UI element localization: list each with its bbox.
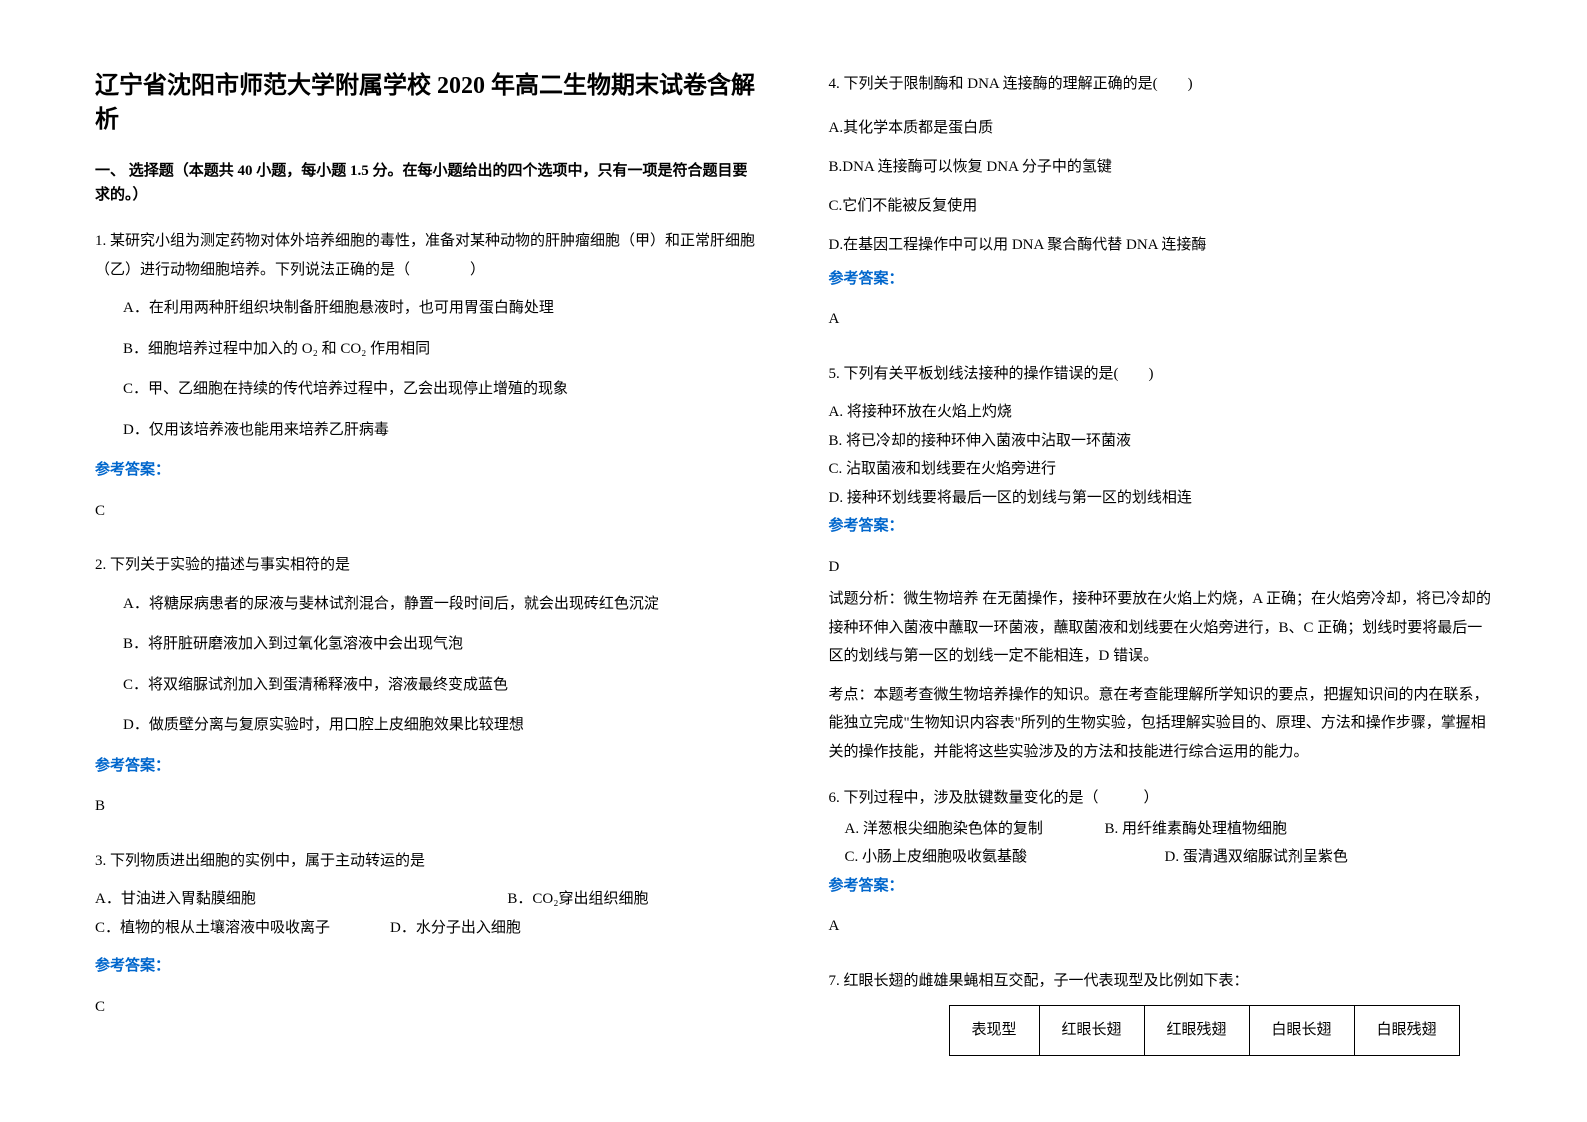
q4-answer-label: 参考答案： bbox=[829, 265, 1493, 294]
table-header-4: 白眼残翅 bbox=[1354, 1006, 1459, 1056]
q2-answer-label: 参考答案： bbox=[95, 752, 759, 781]
q5-option-c: C. 沾取菌液和划线要在火焰旁进行 bbox=[829, 455, 1493, 484]
q7-table: 表现型 红眼长翅 红眼残翅 白眼长翅 白眼残翅 bbox=[949, 1005, 1460, 1056]
q4-stem: 4. 下列关于限制酶和 DNA 连接酶的理解正确的是( ) bbox=[829, 70, 1493, 99]
q3-option-d: D．水分子出入细胞 bbox=[390, 914, 521, 943]
q3-stem: 3. 下列物质进出细胞的实例中，属于主动转运的是 bbox=[95, 847, 759, 876]
q4-option-d: D.在基因工程操作中可以用 DNA 聚合酶代替 DNA 连接酶 bbox=[829, 226, 1493, 265]
q3-option-b: B．CO₂穿出组织细胞 bbox=[507, 885, 648, 914]
question-3: 3. 下列物质进出细胞的实例中，属于主动转运的是 A．甘油进入胃黏膜细胞 B．C… bbox=[95, 847, 759, 1040]
q2-option-d: D．做质壁分离与复原实验时，用口腔上皮细胞效果比较理想 bbox=[123, 711, 759, 740]
q4-answer: A bbox=[829, 305, 1493, 334]
q3-option-a: A．甘油进入胃黏膜细胞 bbox=[95, 885, 256, 914]
q1-stem: 1. 某研究小组为测定药物对体外培养细胞的毒性，准备对某种动物的肝肿瘤细胞（甲）… bbox=[95, 227, 759, 284]
q6-options: A. 洋葱根尖细胞染色体的复制 B. 用纤维素酶处理植物细胞 C. 小肠上皮细胞… bbox=[829, 815, 1493, 872]
q5-analysis-2: 考点：本题考查微生物培养操作的知识。意在考查能理解所学知识的要点，把握知识间的内… bbox=[829, 681, 1493, 767]
q1-option-c: C．甲、乙细胞在持续的传代培养过程中，乙会出现停止增殖的现象 bbox=[123, 375, 759, 404]
q5-analysis-1: 试题分析：微生物培养 在无菌操作，接种环要放在火焰上灼烧，A 正确；在火焰旁冷却… bbox=[829, 585, 1493, 671]
q3-option-c: C．植物的根从土壤溶液中吸收离子 bbox=[95, 914, 330, 943]
question-2: 2. 下列关于实验的描述与事实相符的是 A．将糖尿病患者的尿液与斐林试剂混合，静… bbox=[95, 551, 759, 839]
q2-option-c: C．将双缩脲试剂加入到蛋清稀释液中，溶液最终变成蓝色 bbox=[123, 671, 759, 700]
q1-option-d: D．仅用该培养液也能用来培养乙肝病毒 bbox=[123, 416, 759, 445]
q6-option-c: C. 小肠上皮细胞吸收氨基酸 bbox=[845, 843, 1105, 872]
q4-option-c: C.它们不能被反复使用 bbox=[829, 187, 1493, 226]
q2-stem: 2. 下列关于实验的描述与事实相符的是 bbox=[95, 551, 759, 580]
q6-answer: A bbox=[829, 912, 1493, 941]
q6-option-a: A. 洋葱根尖细胞染色体的复制 bbox=[845, 815, 1105, 844]
q3-answer-label: 参考答案： bbox=[95, 952, 759, 981]
q3-options: A．甘油进入胃黏膜细胞 B．CO₂穿出组织细胞 C．植物的根从土壤溶液中吸收离子… bbox=[95, 885, 759, 942]
q6-answer-label: 参考答案： bbox=[829, 872, 1493, 901]
q7-stem: 7. 红眼长翅的雌雄果蝇相互交配，子一代表现型及比例如下表： bbox=[829, 967, 1493, 996]
q6-option-b: B. 用纤维素酶处理植物细胞 bbox=[1105, 815, 1288, 844]
q2-answer: B bbox=[95, 792, 759, 821]
q5-answer-label: 参考答案： bbox=[829, 512, 1493, 541]
q5-option-b: B. 将已冷却的接种环伸入菌液中沾取一环菌液 bbox=[829, 427, 1493, 456]
q5-option-a: A. 将接种环放在火焰上灼烧 bbox=[829, 398, 1493, 427]
q5-option-d: D. 接种环划线要将最后一区的划线与第一区的划线相连 bbox=[829, 484, 1493, 513]
q4-option-b: B.DNA 连接酶可以恢复 DNA 分子中的氢键 bbox=[829, 148, 1493, 187]
table-header-1: 红眼长翅 bbox=[1039, 1006, 1144, 1056]
question-5: 5. 下列有关平板划线法接种的操作错误的是( ) A. 将接种环放在火焰上灼烧 … bbox=[829, 360, 1493, 777]
q5-options: A. 将接种环放在火焰上灼烧 B. 将已冷却的接种环伸入菌液中沾取一环菌液 C.… bbox=[829, 398, 1493, 512]
q1-answer-label: 参考答案： bbox=[95, 456, 759, 485]
question-1: 1. 某研究小组为测定药物对体外培养细胞的毒性，准备对某种动物的肝肿瘤细胞（甲）… bbox=[95, 227, 759, 543]
q4-options: A.其化学本质都是蛋白质 B.DNA 连接酶可以恢复 DNA 分子中的氢键 C.… bbox=[829, 109, 1493, 265]
table-header-0: 表现型 bbox=[949, 1006, 1039, 1056]
left-column: 辽宁省沈阳市师范大学附属学校 2020 年高二生物期末试卷含解析 一、 选择题（… bbox=[95, 70, 759, 1052]
question-4: 4. 下列关于限制酶和 DNA 连接酶的理解正确的是( ) A.其化学本质都是蛋… bbox=[829, 70, 1493, 352]
table-header-3: 白眼长翅 bbox=[1249, 1006, 1354, 1056]
q1-options: A．在利用两种肝组织块制备肝细胞悬液时，也可用胃蛋白酶处理 B．细胞培养过程中加… bbox=[95, 294, 759, 444]
exam-title: 辽宁省沈阳市师范大学附属学校 2020 年高二生物期末试卷含解析 bbox=[95, 70, 759, 137]
q2-options: A．将糖尿病患者的尿液与斐林试剂混合，静置一段时间后，就会出现砖红色沉淀 B．将… bbox=[95, 590, 759, 740]
q1-answer: C bbox=[95, 497, 759, 526]
q4-option-a: A.其化学本质都是蛋白质 bbox=[829, 109, 1493, 148]
q2-option-a: A．将糖尿病患者的尿液与斐林试剂混合，静置一段时间后，就会出现砖红色沉淀 bbox=[123, 590, 759, 619]
right-column: 4. 下列关于限制酶和 DNA 连接酶的理解正确的是( ) A.其化学本质都是蛋… bbox=[829, 70, 1493, 1052]
table-header-2: 红眼残翅 bbox=[1144, 1006, 1249, 1056]
question-7: 7. 红眼长翅的雌雄果蝇相互交配，子一代表现型及比例如下表： 表现型 红眼长翅 … bbox=[829, 967, 1493, 1056]
q3-answer: C bbox=[95, 993, 759, 1022]
q2-option-b: B．将肝脏研磨液加入到过氧化氢溶液中会出现气泡 bbox=[123, 630, 759, 659]
q5-answer: D bbox=[829, 553, 1493, 582]
q1-option-b: B．细胞培养过程中加入的 O₂ 和 CO₂ 作用相同 bbox=[123, 335, 759, 364]
q6-option-d: D. 蛋清遇双缩脲试剂呈紫色 bbox=[1165, 843, 1348, 872]
section-header: 一、 选择题（本题共 40 小题，每小题 1.5 分。在每小题给出的四个选项中，… bbox=[95, 159, 759, 207]
q6-stem: 6. 下列过程中，涉及肽键数量变化的是（ ） bbox=[829, 784, 1493, 813]
q1-option-a: A．在利用两种肝组织块制备肝细胞悬液时，也可用胃蛋白酶处理 bbox=[123, 294, 759, 323]
table-row: 表现型 红眼长翅 红眼残翅 白眼长翅 白眼残翅 bbox=[949, 1006, 1459, 1056]
question-6: 6. 下列过程中，涉及肽键数量变化的是（ ） A. 洋葱根尖细胞染色体的复制 B… bbox=[829, 784, 1493, 959]
q5-stem: 5. 下列有关平板划线法接种的操作错误的是( ) bbox=[829, 360, 1493, 389]
